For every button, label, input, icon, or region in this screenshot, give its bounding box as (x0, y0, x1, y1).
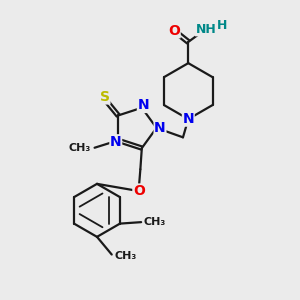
Text: S: S (100, 90, 110, 104)
Text: CH₃: CH₃ (69, 143, 91, 153)
Text: NH: NH (196, 23, 216, 36)
Text: N: N (137, 98, 149, 112)
Text: O: O (133, 184, 145, 198)
Text: N: N (154, 121, 166, 135)
Text: H: H (217, 19, 227, 32)
Text: CH₃: CH₃ (114, 251, 136, 261)
Text: O: O (168, 24, 180, 38)
Text: CH₃: CH₃ (143, 217, 166, 226)
Text: N: N (182, 112, 194, 126)
Text: N: N (110, 135, 122, 149)
